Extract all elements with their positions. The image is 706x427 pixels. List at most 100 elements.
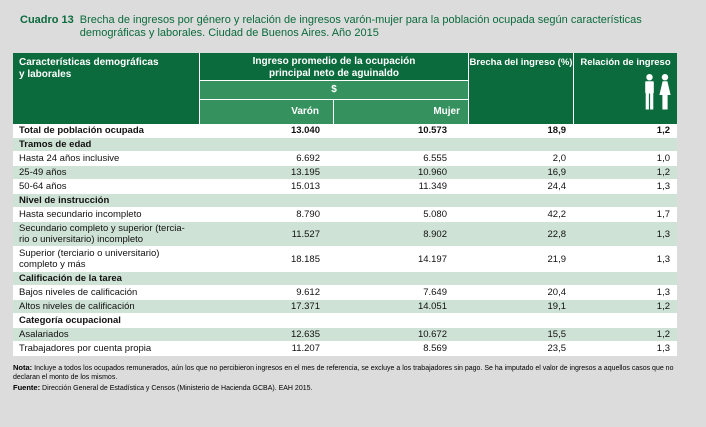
row-label: Hasta secundario incompleto <box>19 209 142 220</box>
cell-income-gap: 24,4 <box>547 181 567 192</box>
header-characteristics: Características demográficas y laborales <box>13 53 199 124</box>
source-label: Fuente: <box>13 383 41 392</box>
header-male: Varón <box>200 100 333 124</box>
row-label: Trabajadores por cuenta propia <box>19 343 152 354</box>
section-row: Calificación de la tarea <box>13 272 677 286</box>
title-line-2: demográficas y laborales. Ciudad de Buen… <box>79 27 379 39</box>
cell-female-income: 10.573 <box>417 125 447 136</box>
cell-income-ratio: 1,3 <box>656 228 670 240</box>
cell-income-ratio: 1,3 <box>656 253 670 265</box>
cell-income-gap: 22,8 <box>547 228 567 240</box>
table-row: Trabajadores por cuenta propia 11.207 8.56… <box>13 342 677 356</box>
cell-male-income: 18.185 <box>290 253 320 265</box>
section-row: Categoría ocupacional <box>13 314 677 328</box>
cell-income-ratio: 1,0 <box>656 153 670 164</box>
cell-male-income: 13.195 <box>290 167 320 178</box>
cell-income-ratio: 1,2 <box>656 329 670 340</box>
note-label: Nota: <box>13 363 33 372</box>
cell-female-income: 5.080 <box>423 209 447 220</box>
header-income-ratio: Relación de ingreso <box>574 53 677 124</box>
row-label: 50-64 años <box>19 181 67 192</box>
cell-income-gap: 19,1 <box>547 301 567 312</box>
row-label: Categoría ocupacional <box>19 315 121 326</box>
row-label: Calificación de la tarea <box>19 273 122 284</box>
cell-income-ratio: 1,3 <box>656 343 670 354</box>
table-title: Cuadro 13 Brecha de ingresos por género … <box>0 0 706 40</box>
cell-female-income: 8.902 <box>423 228 447 240</box>
cell-female-income: 14.197 <box>417 253 447 265</box>
section-row: Tramos de edad <box>13 138 677 152</box>
source-text: Dirección General de Estadística y Censo… <box>42 385 313 392</box>
cell-female-income: 10.672 <box>417 329 447 340</box>
header-average-income-group: Ingreso promedio de la ocupación princip… <box>200 53 468 124</box>
row-label: Bajos niveles de calificación <box>19 287 138 298</box>
row-label: Nivel de instrucción <box>19 195 110 206</box>
table-footnotes: Nota: Incluye a todos los ocupados remun… <box>13 363 689 394</box>
cell-male-income: 6.692 <box>296 153 320 164</box>
header-currency: $ <box>200 81 468 99</box>
table-row: Bajos niveles de calificación 9.612 7.649 2… <box>13 286 677 300</box>
cell-female-income: 10.960 <box>417 167 447 178</box>
cell-male-income: 12.635 <box>290 329 320 340</box>
cell-female-income: 8.569 <box>423 343 447 354</box>
cell-income-ratio: 1,2 <box>656 301 670 312</box>
cell-income-gap: 20,4 <box>547 287 567 298</box>
source: Fuente: Dirección General de Estadística… <box>13 383 689 394</box>
cell-female-income: 7.649 <box>423 287 447 298</box>
cell-male-income: 11.207 <box>291 343 320 354</box>
cell-income-ratio: 1,3 <box>656 181 670 192</box>
table-body: Total de población ocupada 13.040 10.573 18… <box>13 124 677 356</box>
cell-income-ratio: 1,2 <box>656 167 670 178</box>
row-label: Total de población ocupada <box>19 125 144 136</box>
table-title-text: Brecha de ingresos por género y relación… <box>80 14 642 40</box>
row-label: Tramos de edad <box>19 139 92 150</box>
header-female: Mujer <box>334 100 468 124</box>
header-income-gap: Brecha del ingreso (%) <box>469 53 573 124</box>
table-number: Cuadro 13 <box>20 14 74 26</box>
table-row: Superior (terciario o universitario) comp… <box>13 247 677 272</box>
table-row: 50-64 años 15.013 11.349 24,4 1,3 <box>13 180 677 194</box>
man-icon <box>645 74 654 110</box>
row-label: Superior (terciario o universitario) comp… <box>19 248 160 270</box>
cell-income-gap: 42,2 <box>547 209 567 220</box>
cell-male-income: 11.527 <box>291 228 320 240</box>
cell-income-gap: 15,5 <box>547 329 567 340</box>
cell-income-gap: 2,0 <box>552 153 566 164</box>
header-average-income: Ingreso promedio de la ocupación princip… <box>200 53 468 80</box>
table-row: Secundario completo y superior (tercia-r… <box>13 222 677 247</box>
row-label: 25-49 años <box>19 167 67 178</box>
cell-female-income: 6.555 <box>423 153 447 164</box>
row-label: Hasta 24 años inclusive <box>19 153 120 164</box>
row-label: Asalariados <box>19 329 69 340</box>
cell-male-income: 15.013 <box>290 181 320 192</box>
income-gap-table: Características demográficas y laborales… <box>13 53 677 356</box>
cell-female-income: 11.349 <box>418 181 447 192</box>
row-label: Altos niveles de calificación <box>19 301 135 312</box>
cell-income-gap: 23,5 <box>547 343 567 354</box>
cell-male-income: 13.040 <box>290 125 320 136</box>
table-row: Asalariados 12.635 10.672 15,5 1,2 <box>13 328 677 342</box>
male-female-icons <box>644 74 672 110</box>
cell-male-income: 8.790 <box>296 209 320 220</box>
title-line-1: Brecha de ingresos por género y relación… <box>79 14 642 26</box>
cell-income-ratio: 1,2 <box>656 125 670 136</box>
cell-female-income: 14.051 <box>417 301 447 312</box>
note-text: Incluye a todos los ocupados remunerados… <box>13 365 674 381</box>
note: Nota: Incluye a todos los ocupados remun… <box>13 363 689 382</box>
row-label: Secundario completo y superior (tercia-r… <box>19 223 185 245</box>
cell-income-ratio: 1,3 <box>656 287 670 298</box>
cell-male-income: 9.612 <box>296 287 320 298</box>
table-row: Hasta secundario incompleto 8.790 5.080 42,… <box>13 208 677 222</box>
table-header: Características demográficas y laborales… <box>13 53 677 124</box>
woman-icon <box>659 74 671 110</box>
cell-male-income: 17.371 <box>290 301 320 312</box>
table-row: Total de población ocupada 13.040 10.573 18… <box>13 124 677 138</box>
table-row: Altos niveles de calificación 17.371 14.05… <box>13 300 677 314</box>
section-row: Nivel de instrucción <box>13 194 677 208</box>
cell-income-gap: 16,9 <box>547 167 567 178</box>
cell-income-gap: 21,9 <box>547 253 567 265</box>
table-row: Hasta 24 años inclusive 6.692 6.555 2,0 1,0 <box>13 152 677 166</box>
cell-income-ratio: 1,7 <box>656 209 670 220</box>
header-gender-row: Varón Mujer <box>200 100 468 124</box>
